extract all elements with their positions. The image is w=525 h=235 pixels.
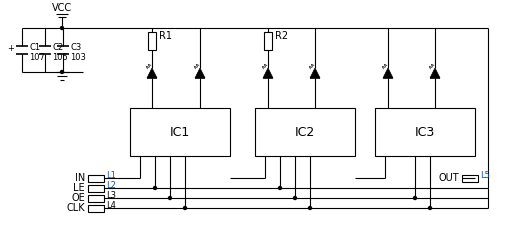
Polygon shape xyxy=(310,68,320,78)
Bar xyxy=(88,175,104,181)
Circle shape xyxy=(414,196,416,200)
Text: 105: 105 xyxy=(52,52,68,62)
Text: VCC: VCC xyxy=(52,3,72,13)
Polygon shape xyxy=(147,68,157,78)
Bar xyxy=(88,204,104,212)
Text: IN: IN xyxy=(75,173,85,183)
Circle shape xyxy=(278,187,281,189)
Text: OUT: OUT xyxy=(438,173,459,183)
Polygon shape xyxy=(430,68,440,78)
Text: IC2: IC2 xyxy=(295,125,315,138)
Bar xyxy=(255,108,355,156)
Bar xyxy=(264,32,272,50)
Bar xyxy=(88,184,104,192)
Text: IC3: IC3 xyxy=(415,125,435,138)
Text: OE: OE xyxy=(71,193,85,203)
Circle shape xyxy=(60,27,64,30)
Circle shape xyxy=(60,70,64,74)
Text: R1: R1 xyxy=(159,31,172,41)
Circle shape xyxy=(293,196,297,200)
Bar xyxy=(88,195,104,201)
Text: C1: C1 xyxy=(29,43,40,51)
Bar xyxy=(148,32,156,50)
Text: C2: C2 xyxy=(52,43,63,51)
Text: +: + xyxy=(7,43,14,52)
Bar xyxy=(130,108,230,156)
Polygon shape xyxy=(263,68,273,78)
Text: IC1: IC1 xyxy=(170,125,190,138)
Polygon shape xyxy=(383,68,393,78)
Text: R2: R2 xyxy=(275,31,288,41)
Text: L1: L1 xyxy=(106,171,116,180)
Bar xyxy=(462,175,478,181)
Text: L3: L3 xyxy=(106,191,116,200)
Circle shape xyxy=(428,207,432,209)
Text: 107: 107 xyxy=(29,52,45,62)
Text: LE: LE xyxy=(74,183,85,193)
Text: L5: L5 xyxy=(480,171,490,180)
Polygon shape xyxy=(195,68,205,78)
Text: L4: L4 xyxy=(106,200,116,209)
Circle shape xyxy=(153,187,156,189)
Circle shape xyxy=(309,207,311,209)
Circle shape xyxy=(169,196,172,200)
Circle shape xyxy=(184,207,186,209)
Text: 103: 103 xyxy=(70,52,86,62)
Bar xyxy=(375,108,475,156)
Text: C3: C3 xyxy=(70,43,81,51)
Text: CLK: CLK xyxy=(66,203,85,213)
Text: L2: L2 xyxy=(106,180,116,189)
